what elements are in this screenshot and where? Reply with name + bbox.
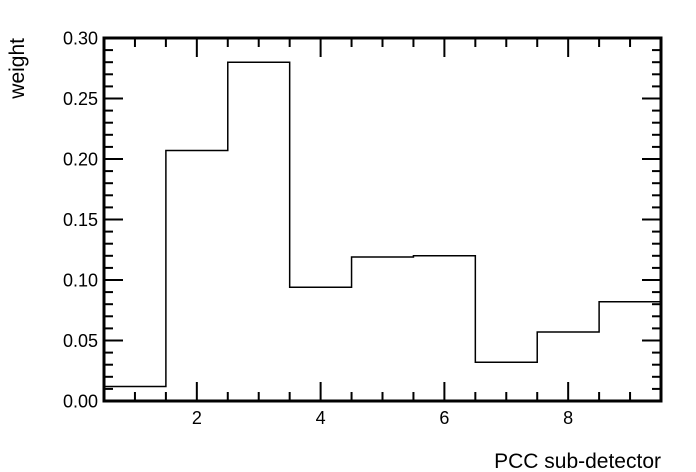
x-axis-title: PCC sub-detector	[494, 450, 661, 472]
tick-labels: 2 4 6 8 0.00 0.05 0.10 0.15 0.20 0.25 0.30	[63, 29, 573, 429]
y-tick-label: 0.10	[63, 271, 98, 291]
x-tick-label: 4	[316, 408, 326, 428]
y-tick-label: 0.00	[63, 392, 98, 412]
plot-frame	[102, 36, 663, 403]
y-tick-label: 0.30	[63, 29, 98, 49]
y-tick-label: 0.20	[63, 150, 98, 170]
y-tick-label: 0.25	[63, 89, 98, 109]
x-tick-label: 2	[192, 408, 202, 428]
y-tick-label: 0.05	[63, 331, 98, 351]
histogram-line	[104, 61, 661, 388]
x-tick-label: 8	[563, 408, 573, 428]
ticks-layer	[104, 38, 661, 401]
x-tick-label: 6	[439, 408, 449, 428]
y-axis-title: weight	[6, 38, 29, 100]
y-tick-label: 0.15	[63, 210, 98, 230]
